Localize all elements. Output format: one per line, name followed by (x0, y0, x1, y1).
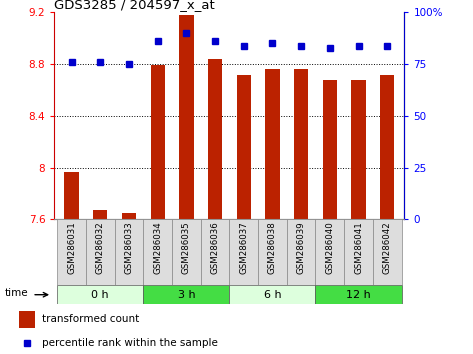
Text: GSM286042: GSM286042 (383, 222, 392, 274)
Bar (323, 80, 337, 219)
Bar (172, 219, 201, 285)
Bar (143, 219, 172, 285)
Bar (201, 219, 229, 285)
Text: 12 h: 12 h (346, 290, 371, 300)
Bar (315, 285, 402, 304)
Bar (122, 213, 136, 219)
Bar (93, 210, 107, 219)
Bar (143, 285, 229, 304)
Text: GSM286033: GSM286033 (124, 222, 133, 274)
Text: 3 h: 3 h (177, 290, 195, 300)
Bar (208, 59, 222, 219)
Text: GSM286041: GSM286041 (354, 222, 363, 274)
Bar (179, 15, 193, 219)
Bar (64, 172, 79, 219)
Text: percentile rank within the sample: percentile rank within the sample (42, 338, 218, 348)
Text: GSM286038: GSM286038 (268, 222, 277, 274)
Text: GSM286031: GSM286031 (67, 222, 76, 274)
Text: GSM286035: GSM286035 (182, 222, 191, 274)
Bar (229, 219, 258, 285)
Bar (114, 219, 143, 285)
Bar (344, 219, 373, 285)
Bar (265, 69, 280, 219)
Bar (294, 69, 308, 219)
Text: GSM286040: GSM286040 (325, 222, 334, 274)
Text: GDS3285 / 204597_x_at: GDS3285 / 204597_x_at (54, 0, 215, 11)
Bar (18, 311, 35, 328)
Bar (315, 219, 344, 285)
Text: transformed count: transformed count (42, 314, 139, 324)
Bar (57, 219, 86, 285)
Text: GSM286032: GSM286032 (96, 222, 105, 274)
Text: time: time (5, 288, 28, 298)
Bar (351, 80, 366, 219)
Text: 0 h: 0 h (91, 290, 109, 300)
Bar (380, 74, 394, 219)
Text: GSM286037: GSM286037 (239, 222, 248, 274)
Bar (258, 219, 287, 285)
Text: GSM286034: GSM286034 (153, 222, 162, 274)
Bar (236, 74, 251, 219)
Text: GSM286036: GSM286036 (210, 222, 219, 274)
Bar (150, 65, 165, 219)
Bar (86, 219, 114, 285)
Bar (373, 219, 402, 285)
Bar (229, 285, 315, 304)
Bar (57, 285, 143, 304)
Text: 6 h: 6 h (263, 290, 281, 300)
Bar (287, 219, 315, 285)
Text: GSM286039: GSM286039 (297, 222, 306, 274)
